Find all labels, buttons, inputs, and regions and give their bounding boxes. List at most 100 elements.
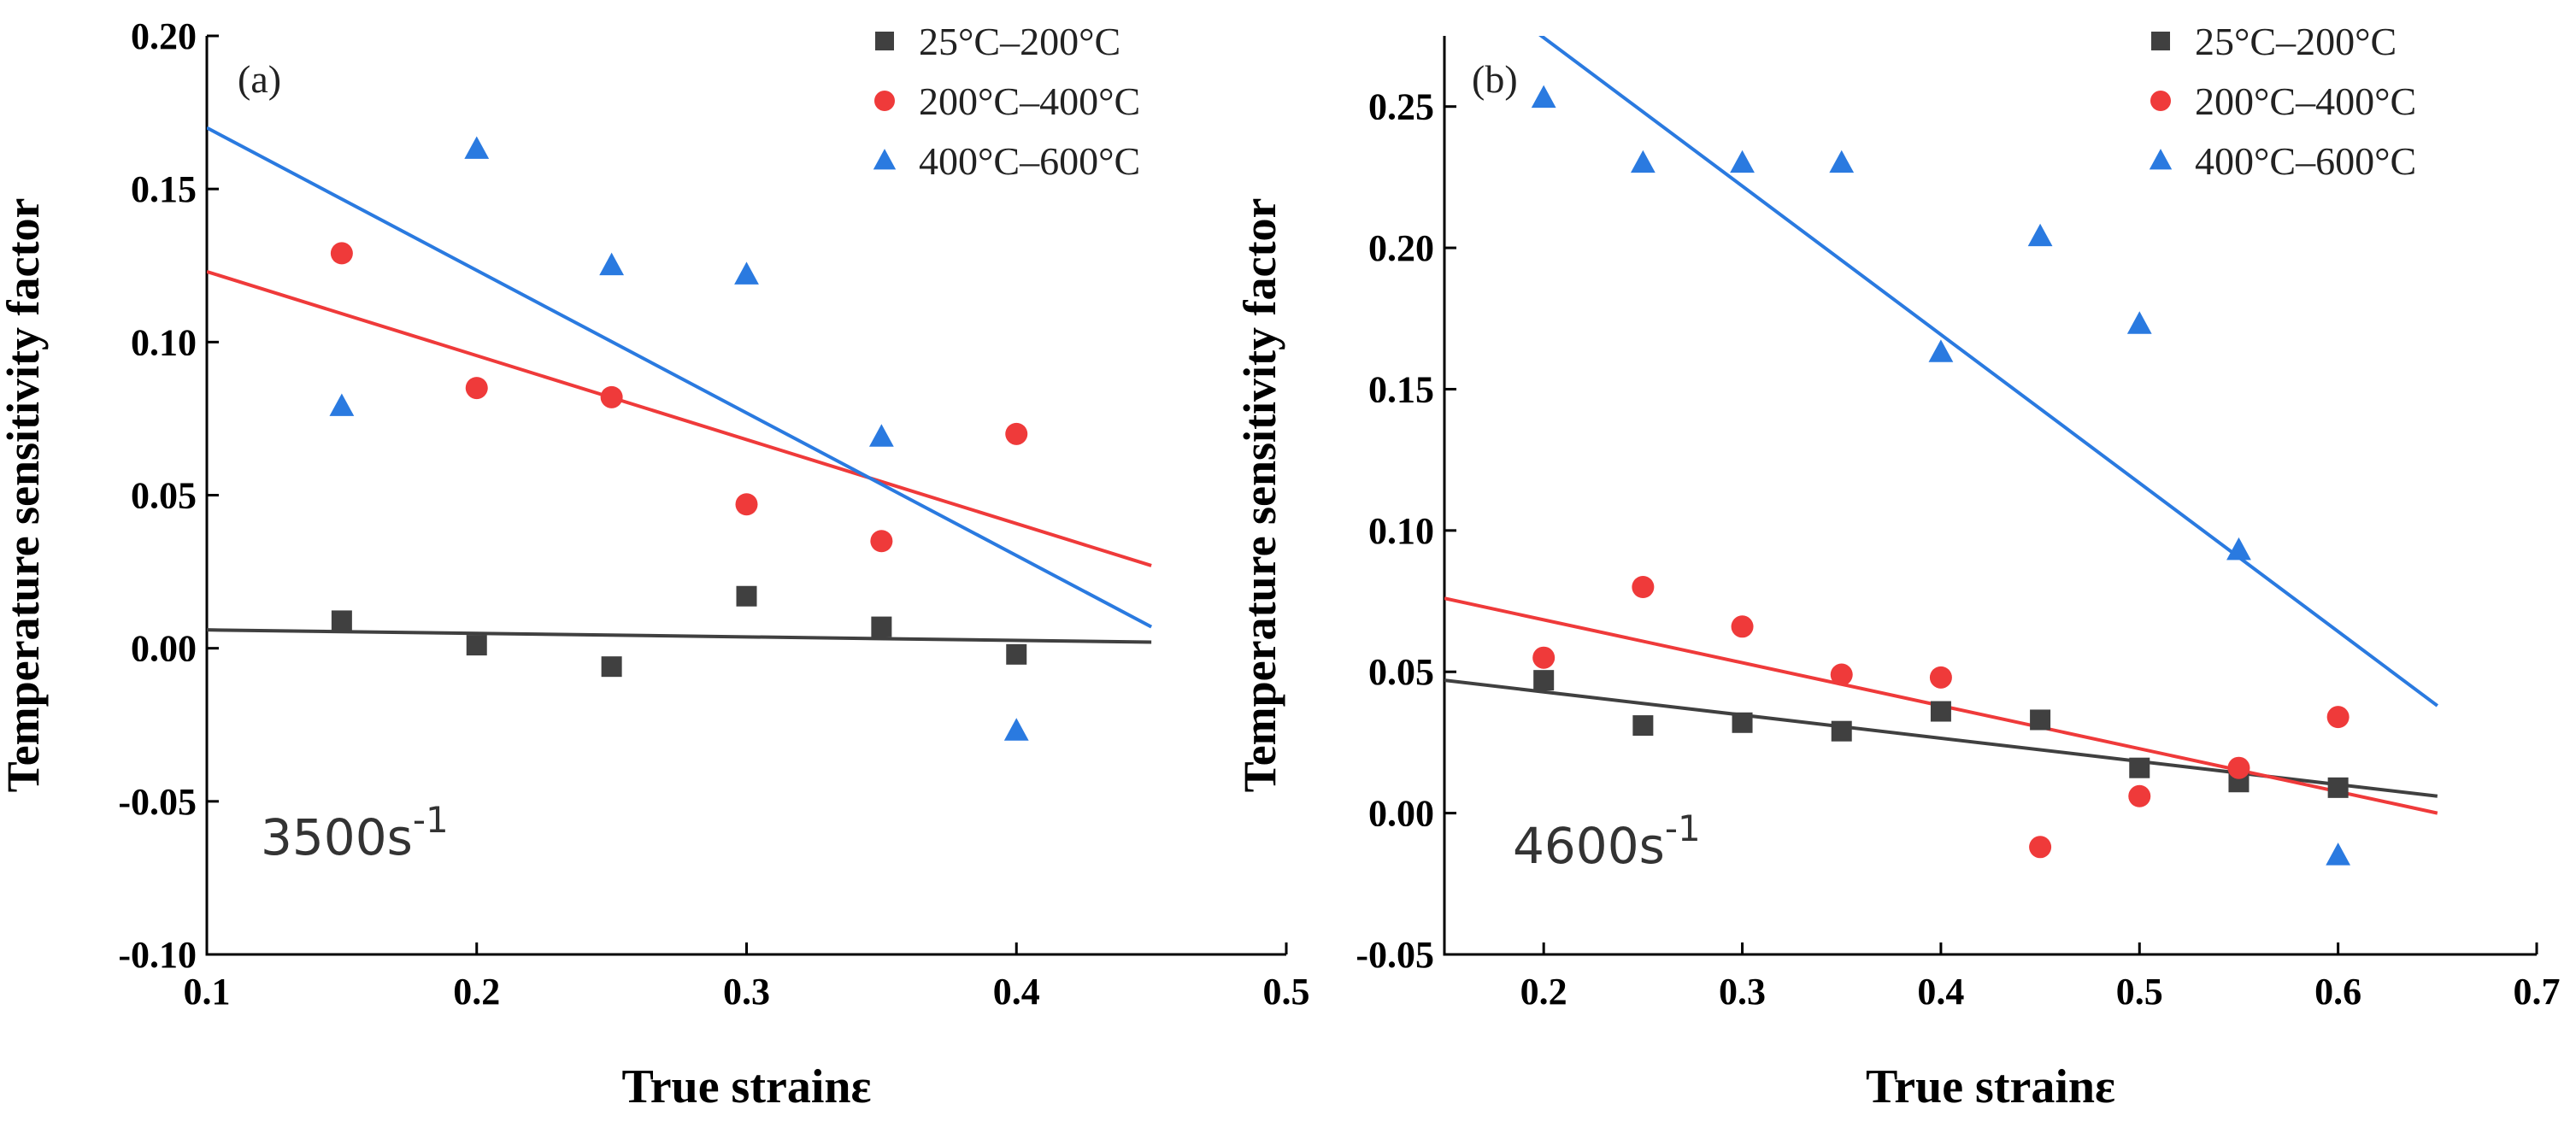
y-tick-label: -0.05 (118, 781, 197, 823)
x-tick-label: 0.5 (1263, 971, 1310, 1013)
strain-rate-exponent: -1 (1665, 807, 1701, 849)
panel-label: (b) (1472, 57, 1518, 101)
data-point-triangle (1531, 85, 1556, 109)
data-point-triangle (1928, 339, 1954, 362)
data-point-triangle (2226, 537, 2251, 561)
y-tick-label: 0.20 (131, 15, 197, 57)
data-point-triangle (2027, 223, 2053, 247)
y-tick-label: 0.25 (1368, 86, 1434, 128)
y-tick-label: 0.10 (131, 321, 197, 363)
x-axis-title: True strainε (1866, 1060, 2115, 1113)
data-point-circle (1005, 422, 1028, 445)
strain-rate-annotation: 3500s-1 (261, 799, 449, 866)
legend-marker-triangle (2149, 149, 2173, 170)
data-point-square (1632, 715, 1654, 737)
data-point-triangle (1003, 718, 1029, 741)
y-tick-label: 0.20 (1368, 227, 1434, 269)
x-axis-title: True strainε (622, 1060, 872, 1113)
y-tick-label: 0.15 (131, 168, 197, 210)
data-point-circle (1731, 615, 1754, 638)
data-point-circle (1532, 646, 1556, 669)
data-point-square (1533, 670, 1555, 691)
fit-line-triangle (1538, 36, 2439, 707)
x-tick-label: 0.4 (1917, 971, 1964, 1013)
fit-line-square (207, 628, 1152, 644)
strain-rate-annotation: 4600s-1 (1513, 807, 1701, 875)
x-tick-label: 0.4 (993, 971, 1040, 1013)
data-point-circle (330, 242, 353, 265)
data-point-triangle (1630, 150, 1656, 173)
data-point-circle (1632, 576, 1655, 598)
legend-label: 400°C–600°C (919, 139, 1140, 183)
legend-label: 25°C–200°C (919, 20, 1120, 63)
x-tick-label: 0.1 (184, 971, 231, 1013)
data-point-square (601, 656, 622, 678)
data-point-square (871, 616, 892, 637)
data-point-square (1930, 701, 1951, 722)
legend-marker-circle (2150, 91, 2171, 111)
data-point-circle (2029, 836, 2052, 859)
y-tick-label: 0.05 (131, 475, 197, 517)
data-point-square (466, 635, 487, 656)
x-tick-label: 0.6 (2314, 971, 2361, 1013)
legend-marker-square (2151, 32, 2170, 50)
y-tick-label: 0.05 (1368, 651, 1434, 693)
data-point-square (331, 610, 352, 631)
data-point-circle (600, 385, 623, 408)
x-tick-label: 0.3 (1719, 971, 1766, 1013)
data-point-circle (735, 493, 758, 516)
data-point-square (1732, 712, 1753, 733)
data-point-circle (2227, 756, 2250, 779)
y-tick-label: 0.00 (1368, 793, 1434, 835)
strain-rate-exponent: -1 (413, 799, 449, 841)
data-point-circle (870, 530, 893, 553)
data-point-triangle (2326, 843, 2351, 866)
y-axis-title: Temperature sensitivity factor (0, 198, 49, 793)
strain-rate-value: 4600s (1513, 817, 1665, 875)
legend-marker-square (875, 32, 894, 50)
x-tick-label: 0.7 (2514, 971, 2561, 1013)
data-point-square (1831, 720, 1852, 742)
data-point-circle (1929, 666, 1952, 689)
data-point-circle (2128, 784, 2151, 807)
panel-a: 0.1 0.2 0.3 0.4 0.5 -0.10 -0.05 0.00 0.05 0.10 0.1… (0, 15, 1310, 1113)
legend-marker-circle (874, 91, 895, 111)
y-axis-title: Temperature sensitivity factor (1234, 198, 1285, 793)
data-point-triangle (464, 136, 490, 159)
data-point-square (736, 585, 757, 607)
data-point-triangle (1730, 150, 1755, 173)
data-point-circle (465, 377, 488, 400)
data-point-square (1006, 643, 1027, 665)
data-point-triangle (599, 252, 625, 276)
data-point-triangle (329, 393, 355, 416)
fit-line-circle (207, 270, 1152, 567)
data-point-circle (1830, 663, 1853, 686)
y-tick-label: -0.05 (1356, 934, 1434, 976)
data-point-circle (2326, 706, 2350, 729)
y-tick-label: 0.10 (1368, 510, 1434, 552)
legend-label: 200°C–400°C (2195, 79, 2416, 123)
x-tick-label: 0.5 (2116, 971, 2163, 1013)
data-point-square (2327, 777, 2349, 798)
legend-label: 25°C–200°C (2195, 20, 2397, 63)
legend-label: 200°C–400°C (919, 79, 1140, 123)
panel-label: (a) (238, 57, 281, 101)
data-point-triangle (734, 261, 759, 285)
x-tick-label: 0.2 (453, 971, 500, 1013)
fit-line-triangle (207, 126, 1153, 629)
data-point-triangle (868, 424, 894, 447)
strain-rate-value: 3500s (261, 808, 413, 866)
data-point-square (2129, 757, 2150, 778)
x-tick-label: 0.3 (723, 971, 770, 1013)
y-tick-label: 0.00 (131, 628, 197, 670)
data-point-square (2030, 709, 2051, 731)
data-point-triangle (2126, 311, 2152, 334)
y-tick-label: 0.15 (1368, 368, 1434, 410)
legend-marker-triangle (873, 149, 897, 170)
data-point-triangle (1829, 150, 1855, 173)
panel-b: 0.2 0.3 0.4 0.5 0.6 0.7 -0.05 0.00 0.05 0.10 0.15 0… (1234, 20, 2561, 1113)
legend-label: 400°C–600°C (2195, 139, 2416, 183)
y-tick-label: -0.10 (118, 934, 197, 976)
